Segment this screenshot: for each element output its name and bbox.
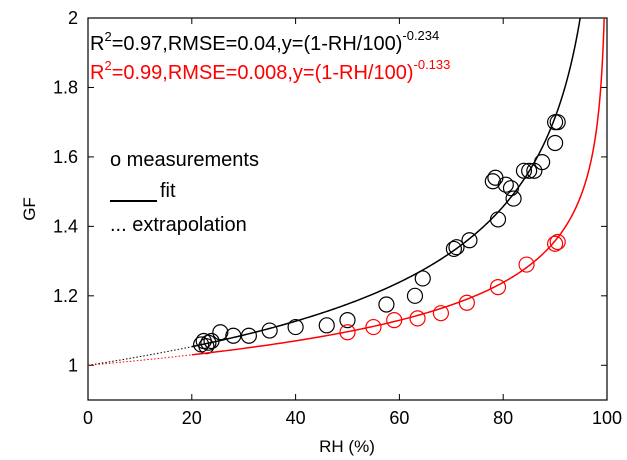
red-fit-equation: R2=0.99,RMSE=0.008,y=(1-RH/100)-0.133 <box>90 57 450 84</box>
measurement-point <box>505 190 522 207</box>
measurement-point <box>489 279 507 296</box>
legend-measurements: o measurements <box>110 149 259 171</box>
x-tick-label: 80 <box>493 408 513 428</box>
measurement-point <box>212 324 229 341</box>
measurement-point <box>287 318 304 336</box>
measurement-point <box>487 169 504 186</box>
measurement-point <box>200 334 217 351</box>
measurement-point <box>489 211 507 228</box>
measurement-point <box>203 332 220 350</box>
measurement-point <box>448 239 465 256</box>
plot-area: 0 20 40 60 80 100 1 1.2 1.4 1.6 1.8 2 <box>53 8 622 428</box>
legend: o measurements fit ... extrapolation <box>110 149 259 236</box>
y-axis-label: GF <box>20 197 39 221</box>
measurement-point <box>406 287 424 304</box>
measurement-point <box>414 270 431 287</box>
fit-equations: R2=0.97,RMSE=0.04,y=(1-RH/100)-0.234 R2=… <box>90 28 450 84</box>
measurement-point <box>445 240 462 258</box>
measurement-point <box>261 322 278 339</box>
measurement-point <box>386 312 403 329</box>
measurement-point <box>318 317 335 334</box>
y-tick-label: 2 <box>68 8 78 28</box>
x-tick-label: 20 <box>182 408 202 428</box>
extrapolation-line-1 <box>88 354 193 366</box>
extrapolation-line-0 <box>88 346 193 366</box>
y-tick-label: 1.2 <box>53 286 78 306</box>
measurement-point <box>339 324 356 341</box>
measurement-point <box>515 162 533 179</box>
measurement-point <box>549 114 566 131</box>
measurement-point <box>521 162 538 179</box>
x-tick-label: 100 <box>592 408 622 428</box>
measurement-point <box>546 134 564 152</box>
measurement-point <box>409 310 426 327</box>
measurement-point <box>518 256 535 273</box>
fit-line-0 <box>191 18 581 348</box>
x-tick-label: 60 <box>389 408 409 428</box>
x-tick-label: 0 <box>83 408 93 428</box>
measurement-point <box>339 312 356 329</box>
measurement-point <box>432 305 450 322</box>
measurement-point <box>458 294 475 311</box>
measurement-point <box>461 232 478 249</box>
y-tick-label: 1.8 <box>53 77 78 97</box>
measurement-point <box>378 296 395 313</box>
measurement-point <box>502 180 520 197</box>
measurement-point <box>497 176 514 193</box>
measurement-point <box>240 327 257 344</box>
legend-fit: fit <box>160 180 176 202</box>
y-tick-label: 1.4 <box>53 216 78 236</box>
measurement-point <box>549 233 566 251</box>
measurement-point <box>484 173 501 190</box>
legend-extrapolation: ... extrapolation <box>110 214 247 236</box>
measurement-point <box>365 318 382 336</box>
measurement-point <box>534 154 551 171</box>
x-tick-label: 40 <box>286 408 306 428</box>
x-axis-label: RH (%) <box>319 437 375 456</box>
axes-frame <box>87 17 608 401</box>
measurement-point <box>546 235 564 252</box>
black-fit-equation: R2=0.97,RMSE=0.04,y=(1-RH/100)-0.234 <box>90 28 439 55</box>
y-tick-label: 1.6 <box>53 147 78 167</box>
y-tick-label: 1 <box>68 355 78 375</box>
